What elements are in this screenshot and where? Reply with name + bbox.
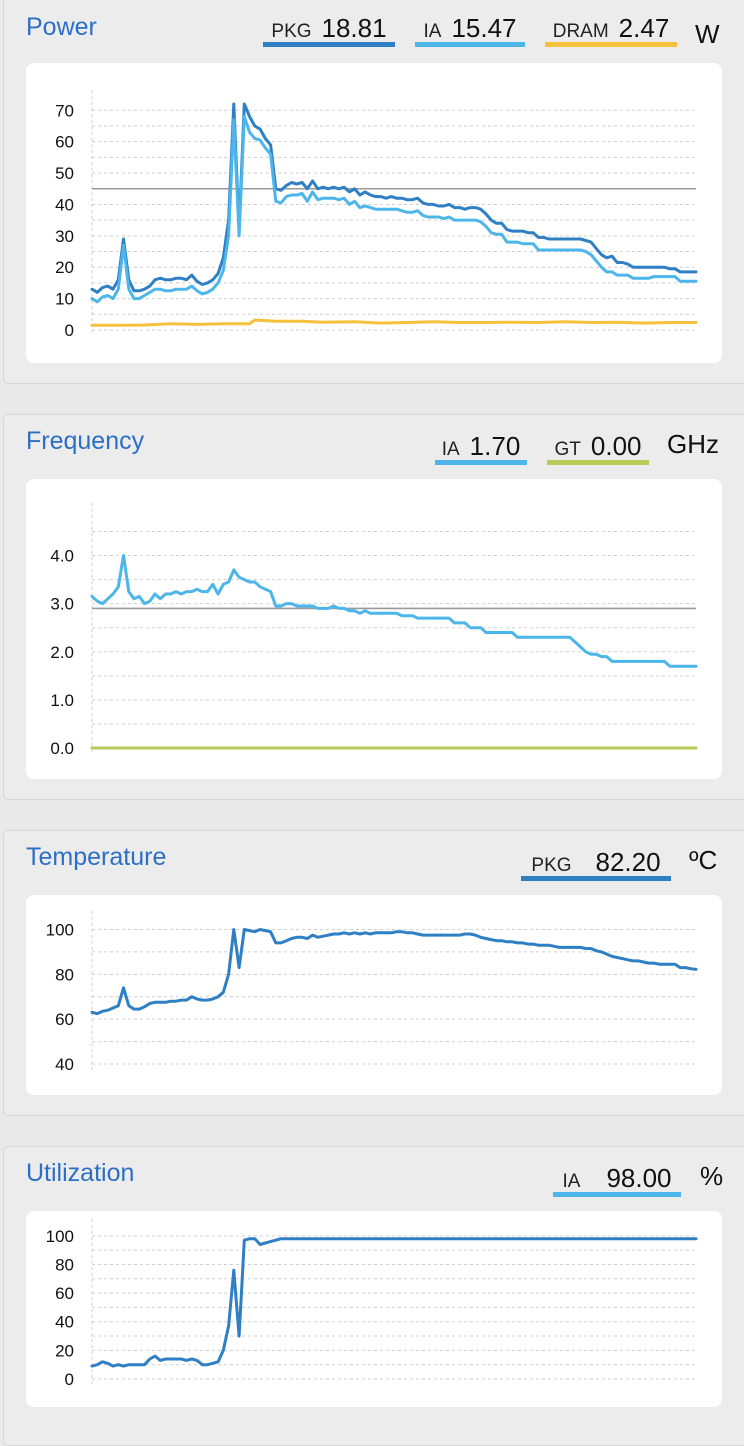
frequency-panel: Frequency IA 1.70 GT 0.00 GHz 0.0 1.0 2.0 3… xyxy=(3,414,744,800)
temperature-pkg-value: 82.20 xyxy=(595,847,661,877)
utilization-ia-readout: IA 98.00 xyxy=(553,1163,681,1197)
temperature-y-tick-label: 60 xyxy=(55,1010,74,1029)
temperature-series-pkg xyxy=(90,928,698,1016)
power-pkg-label: PKG xyxy=(271,21,312,42)
power-y-tick-label: 30 xyxy=(55,227,74,246)
frequency-chart: 0.0 1.0 2.0 3.0 4.0 xyxy=(50,503,698,758)
power-y-tick-label: 40 xyxy=(55,195,74,214)
utilization-y-tick-label: 0 xyxy=(65,1370,74,1389)
utilization-y-tick-label: 40 xyxy=(55,1313,74,1332)
frequency-series-ia xyxy=(90,554,698,668)
utilization-y-tick-label: 60 xyxy=(55,1284,74,1303)
power-dram-label: DRAM xyxy=(552,21,609,42)
frequency-y-tick-label: 0.0 xyxy=(50,739,74,758)
utilization-y-tick-label: 100 xyxy=(46,1227,74,1246)
temperature-y-tick-label: 40 xyxy=(55,1055,74,1074)
frequency-y-tick-label: 4.0 xyxy=(50,547,74,566)
frequency-ia-label: IA xyxy=(441,439,460,460)
frequency-title: Frequency xyxy=(26,427,145,455)
power-y-tick-label: 50 xyxy=(55,164,74,183)
utilization-chart-card: 0 20 40 60 80 100 xyxy=(26,1211,722,1407)
power-pkg-readout: PKG 18.81 xyxy=(263,13,395,47)
frequency-ia-readout: IA 1.70 xyxy=(435,431,527,465)
power-dram-readout: DRAM 2.47 xyxy=(545,13,677,47)
frequency-y-tick-label: 2.0 xyxy=(50,643,74,662)
utilization-ia-label: IA xyxy=(562,1171,581,1192)
temperature-y-tick-label: 80 xyxy=(55,965,74,984)
power-dram-value: 2.47 xyxy=(618,13,670,43)
utilization-y-tick-label: 20 xyxy=(55,1341,74,1360)
utilization-panel: Utilization IA 98.00 % 0 20 40 60 80 100 xyxy=(3,1146,744,1446)
power-panel: Power PKG 18.81 IA 15.47 DRAM 2.47 W 0 10… xyxy=(3,0,744,384)
utilization-title: Utilization xyxy=(26,1159,135,1187)
temperature-pkg-readout: PKG 82.20 xyxy=(521,847,671,881)
temperature-chart-card: 40 60 80 100 xyxy=(26,895,722,1095)
power-series-pkg xyxy=(90,102,698,294)
frequency-chart-card: 0.0 1.0 2.0 3.0 4.0 xyxy=(26,479,722,779)
power-y-tick-label: 10 xyxy=(55,290,74,309)
temperature-title: Temperature xyxy=(26,843,167,871)
frequency-gt-label: GT xyxy=(554,439,581,460)
frequency-unit: GHz xyxy=(667,429,719,459)
power-ia-readout: IA 15.47 xyxy=(415,13,525,47)
power-chart-card: 0 10 20 30 40 50 60 70 xyxy=(26,63,722,363)
utilization-unit: % xyxy=(700,1161,724,1191)
temperature-pkg-label: PKG xyxy=(531,855,572,876)
frequency-y-tick-label: 3.0 xyxy=(50,595,74,614)
power-series-ia xyxy=(90,115,698,304)
utilization-series-ia xyxy=(90,1237,698,1368)
power-title: Power xyxy=(26,13,97,41)
power-y-tick-label: 20 xyxy=(55,258,74,277)
power-ia-value: 15.47 xyxy=(451,13,517,43)
power-chart: 0 10 20 30 40 50 60 70 xyxy=(55,90,698,340)
utilization-y-tick-label: 80 xyxy=(55,1255,74,1274)
power-y-tick-label: 0 xyxy=(65,321,74,340)
power-y-tick-label: 60 xyxy=(55,133,74,152)
utilization-ia-value: 98.00 xyxy=(606,1163,672,1193)
frequency-ia-value: 1.70 xyxy=(469,431,521,461)
temperature-chart: 40 60 80 100 xyxy=(46,911,698,1074)
utilization-chart: 0 20 40 60 80 100 xyxy=(46,1219,698,1389)
power-y-tick-label: 70 xyxy=(55,101,74,120)
frequency-y-tick-label: 1.0 xyxy=(50,691,74,710)
power-series-dram xyxy=(90,318,698,327)
frequency-gt-readout: GT 0.00 xyxy=(547,431,649,465)
temperature-panel: Temperature PKG 82.20 ºC 40 60 80 100 xyxy=(3,830,744,1116)
power-ia-label: IA xyxy=(423,21,442,42)
temperature-unit: ºC xyxy=(689,845,718,875)
temperature-y-tick-label: 100 xyxy=(46,920,74,939)
power-pkg-value: 18.81 xyxy=(321,13,387,43)
power-unit: W xyxy=(695,19,720,49)
frequency-gt-value: 0.00 xyxy=(590,431,642,461)
